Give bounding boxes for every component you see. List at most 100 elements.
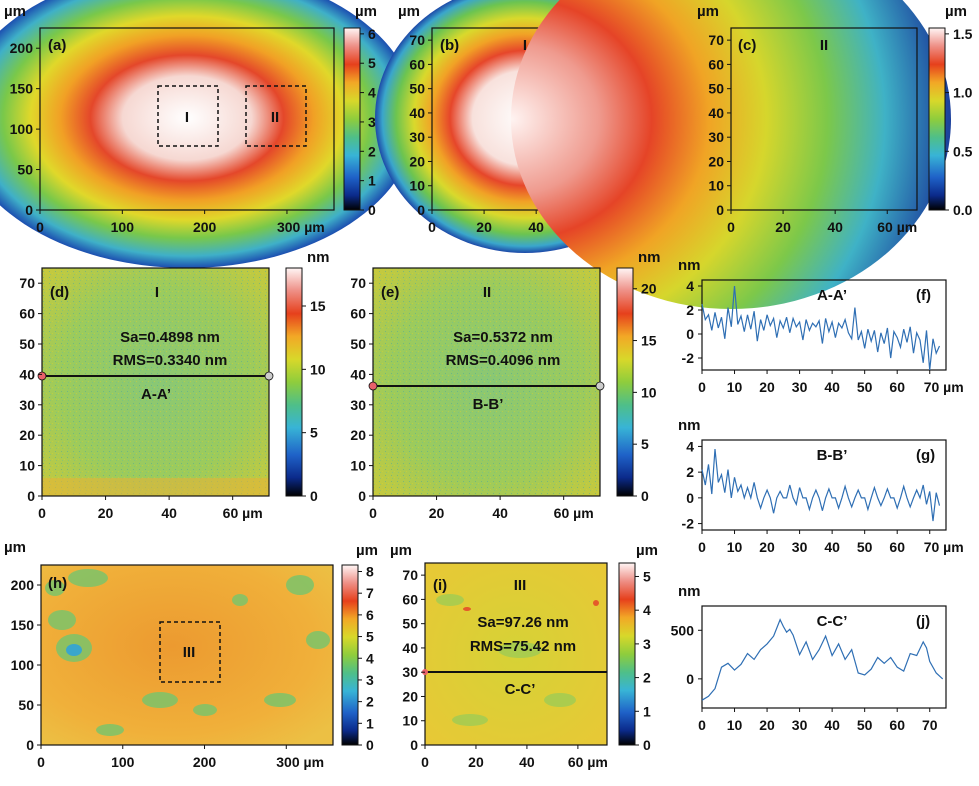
panel-c-cbar-unit: µm xyxy=(945,3,967,20)
profile-title: B-B’ xyxy=(817,447,848,464)
colorbar-tick-label: 15 xyxy=(641,333,657,349)
colorbar-tick-label: 0 xyxy=(368,202,376,218)
profile-frame xyxy=(701,279,947,371)
y-tick-label: 0 xyxy=(686,326,694,342)
profile-frame xyxy=(701,605,947,709)
x-tick-label: 40 xyxy=(528,219,544,235)
x-tick-label: 0 xyxy=(727,219,735,235)
x-tick-label: 0 xyxy=(38,505,46,521)
panel-e-label: (e) xyxy=(381,284,399,301)
colorbar-tick-label: 2 xyxy=(366,694,374,710)
profile-line-end-marker xyxy=(595,381,605,391)
panel-e-sa: Sa=0.5372 nm xyxy=(453,329,553,346)
region-label-I: I xyxy=(185,109,189,126)
panel-d-x-ticks: 0 20 40 60 µm xyxy=(38,496,263,521)
x-tick-label: 50 xyxy=(857,539,873,555)
y-tick-label: 200 xyxy=(11,577,35,593)
x-tick-label: 50 xyxy=(857,379,873,395)
panel-h-colorbar-ticks: 0 1 2 3 4 5 6 7 8 xyxy=(358,564,374,753)
colorbar-tick-label: 6 xyxy=(366,607,374,623)
panel-b-y-ticks: 0 10 20 30 40 50 60 70 xyxy=(409,32,432,218)
panel-h-y-ticks: 0 50 100 150 200 xyxy=(11,577,41,753)
y-tick-label: 4 xyxy=(686,438,694,454)
panel-i-high-spots xyxy=(463,600,599,611)
x-tick-label: 60 xyxy=(889,717,905,733)
y-tick-label: 0 xyxy=(410,737,418,753)
colorbar-tick-label: 0 xyxy=(310,488,318,504)
x-tick-label: 40 xyxy=(492,505,508,521)
colorbar-tick-label: 3 xyxy=(643,636,651,652)
y-tick-label: 2 xyxy=(686,464,694,480)
panel-e-x-ticks: 0 20 40 60 µm xyxy=(369,496,594,521)
y-tick-label: 50 xyxy=(409,81,425,97)
colorbar-tick-label: 5 xyxy=(368,55,376,71)
x-tick-label: 30 xyxy=(792,539,808,555)
region-box-I xyxy=(157,85,219,147)
x-tick-label: 30 xyxy=(792,717,808,733)
y-tick-label: 50 xyxy=(19,336,35,352)
x-tick-label: 0 xyxy=(37,754,45,770)
panel-i-rms: RMS=75.42 nm xyxy=(470,638,576,655)
panel-i-low-regions xyxy=(436,594,576,726)
x-tick-label: 300 µm xyxy=(276,754,324,770)
y-tick-label: 10 xyxy=(350,458,366,474)
x-tick-label: 10 xyxy=(727,379,743,395)
x-tick-label: 200 xyxy=(193,754,217,770)
colorbar-tick-label: 1.0 xyxy=(953,85,973,101)
x-tick-label: 20 xyxy=(98,505,114,521)
profile-line-end-marker xyxy=(264,371,274,381)
panel-c-region: II xyxy=(820,37,828,54)
panel-d-y-ticks: 0 10 20 30 40 50 60 70 xyxy=(19,275,42,504)
colorbar-tick-label: 2 xyxy=(368,143,376,159)
colorbar-tick-label: 4 xyxy=(643,602,651,618)
y-tick-label: 0 xyxy=(25,202,33,218)
colorbar-tick-label: 3 xyxy=(366,672,374,688)
profile-series-line xyxy=(701,285,941,371)
y-tick-label: 30 xyxy=(708,129,724,145)
panel-d-colorbar-ticks: 0 5 10 15 xyxy=(302,298,326,504)
y-tick-label: 50 xyxy=(18,697,34,713)
panel-e-y-ticks: 0 10 20 30 40 50 60 70 xyxy=(350,275,373,504)
panel-a-x-ticks: 0 100 200 300 µm xyxy=(36,210,325,235)
panel-h-x-ticks: 0 100 200 300 µm xyxy=(37,745,324,770)
profile-panel-label: (f) xyxy=(916,287,931,304)
x-tick-label: 50 xyxy=(857,717,873,733)
x-tick-label: 70 xyxy=(922,717,938,733)
x-tick-label: 40 xyxy=(824,717,840,733)
colorbar-tick-label: 5 xyxy=(643,568,651,584)
y-tick-label: 40 xyxy=(708,105,724,121)
y-tick-label: -2 xyxy=(682,350,695,366)
panel-e-line-label: B-B’ xyxy=(473,396,504,413)
y-tick-label: 100 xyxy=(10,121,34,137)
x-tick-label: 20 xyxy=(429,505,445,521)
panel-c-y-unit: µm xyxy=(697,3,719,20)
x-tick-label: 40 xyxy=(519,754,535,770)
panel-i: (i) III Sa=97.26 nm RMS=75.42 nm C-C’ µm… xyxy=(390,542,658,770)
y-tick-label: 60 xyxy=(708,56,724,72)
region-box-III xyxy=(159,621,221,683)
panel-h-deep-spot xyxy=(66,644,82,656)
colorbar-tick-label: 7 xyxy=(366,585,374,601)
y-tick-label: 70 xyxy=(708,32,724,48)
y-tick-label: 40 xyxy=(402,640,418,656)
y-tick-label: 70 xyxy=(19,275,35,291)
panel-a-y-ticks: 0 50 100 150 200 xyxy=(10,40,40,218)
colorbar-tick-label: 0 xyxy=(366,737,374,753)
y-tick-label: 60 xyxy=(409,56,425,72)
panel-h-colorbar xyxy=(341,564,359,746)
x-tick-label: 70 µm xyxy=(924,379,964,395)
panel-h-height-map xyxy=(41,565,333,745)
x-tick-label: 200 xyxy=(193,219,217,235)
panel-i-colorbar-ticks: 0 1 2 3 4 5 xyxy=(635,568,651,753)
x-tick-label: 70 µm xyxy=(924,539,964,555)
panel-d-bottom-edge xyxy=(42,478,269,496)
x-tick-label: 0 xyxy=(698,539,706,555)
x-tick-label: 20 xyxy=(759,539,775,555)
panel-i-cbar-unit: µm xyxy=(636,542,658,559)
panel-i-line-label: C-C’ xyxy=(505,681,536,698)
x-tick-label: 100 xyxy=(111,754,135,770)
panel-e-colorbar-ticks: 0 5 10 15 20 xyxy=(633,281,657,504)
colorbar-tick-label: 20 xyxy=(641,281,657,297)
